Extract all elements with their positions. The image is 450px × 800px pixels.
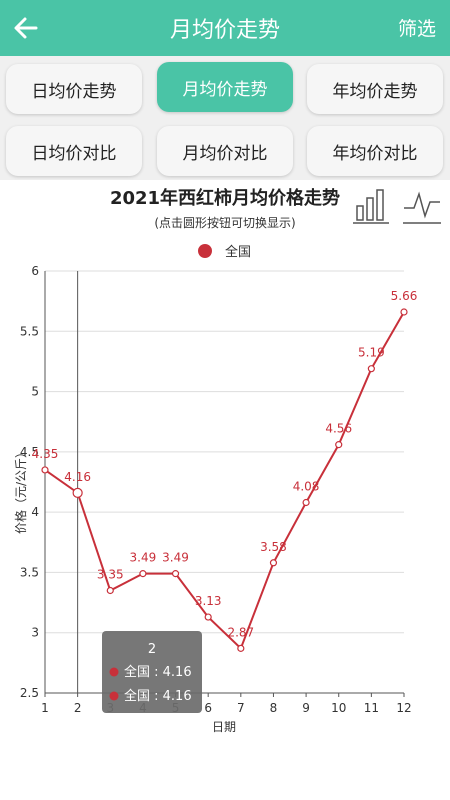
data-label: 4.08 [293, 479, 320, 493]
x-tick-label: 1 [41, 701, 49, 715]
filter-button[interactable]: 筛选 [397, 18, 436, 40]
legend-marker[interactable] [198, 244, 212, 258]
tooltip-marker [109, 667, 119, 677]
y-tick-label: 2.5 [20, 686, 39, 700]
app-header: 月均价走势 筛选 [0, 0, 450, 56]
bar-chart-toggle[interactable] [352, 186, 390, 230]
data-point[interactable] [41, 466, 49, 474]
data-label: 5.19 [358, 346, 385, 360]
data-point[interactable] [171, 570, 180, 578]
tab-daily-compare[interactable]: 日均价对比 [6, 126, 142, 176]
data-label: 3.58 [260, 540, 287, 554]
data-label: 4.56 [325, 422, 352, 436]
y-tick-label: 3.5 [20, 565, 39, 579]
arrow-left-icon [14, 17, 38, 39]
x-tick-label: 11 [364, 701, 379, 715]
data-label: 5.66 [391, 289, 418, 303]
page-title: 月均价走势 [169, 18, 280, 43]
line-chart-icon [403, 191, 441, 224]
y-tick-label: 5 [31, 385, 39, 399]
data-label: 3.35 [97, 568, 124, 582]
y-tick-label: 6 [31, 264, 39, 278]
data-label: 4.16 [64, 470, 91, 484]
y-tick-label: 4 [31, 505, 39, 519]
data-label: 4.35 [32, 447, 59, 461]
data-point[interactable] [204, 613, 212, 621]
data-label: 3.49 [130, 551, 157, 565]
line-chart: 全国2.533.544.555.56123456789101112日期价格（元/… [13, 244, 418, 734]
x-tick-label: 6 [204, 701, 212, 715]
x-tick-label: 2 [74, 701, 82, 715]
tab-bar: 日均价走势 月均价走势 年均价走势 日均价对比 月均价对比 年均价对比 [0, 56, 450, 180]
x-tick-label: 10 [331, 701, 346, 715]
tooltip-box [102, 631, 202, 713]
y-tick-label: 5.5 [20, 324, 39, 338]
tab-monthly-compare[interactable]: 月均价对比 [157, 126, 293, 176]
data-point[interactable] [367, 365, 375, 373]
x-axis-label: 日期 [212, 720, 236, 734]
chart-title: 2021年西红柿月均价格走势 [109, 188, 341, 209]
data-point[interactable] [72, 487, 83, 498]
tab-yearly-trend[interactable]: 年均价走势 [307, 64, 443, 114]
data-point[interactable] [139, 570, 147, 578]
data-label: 3.13 [195, 594, 222, 608]
data-point[interactable] [237, 644, 245, 652]
tooltip-title: 2 [148, 642, 156, 657]
y-axis-label: 价格（元/公斤） [13, 446, 28, 534]
tab-monthly-trend[interactable]: 月均价走势 [157, 62, 293, 112]
data-point[interactable] [106, 586, 114, 595]
line-chart-toggle[interactable] [402, 186, 442, 230]
bar-chart-icon [353, 189, 389, 224]
chart-subtitle: (点击圆形按钮可切换显示) [154, 216, 296, 230]
series-line [44, 311, 405, 651]
tooltip-line: 全国 : 4.16 [124, 688, 192, 704]
legend-label[interactable]: 全国 [225, 244, 251, 260]
y-tick-label: 4.5 [20, 445, 39, 459]
back-button[interactable] [8, 10, 44, 46]
x-tick-label: 8 [270, 701, 278, 715]
tab-yearly-compare[interactable]: 年均价对比 [307, 126, 443, 176]
y-tick-label: 3 [31, 626, 39, 640]
x-tick-label: 7 [237, 701, 245, 715]
x-tick-label: 12 [396, 701, 411, 715]
tab-daily-trend[interactable]: 日均价走势 [6, 64, 142, 114]
data-point[interactable] [269, 559, 278, 567]
data-point[interactable] [400, 308, 408, 316]
data-label: 3.49 [162, 551, 189, 565]
x-tick-label: 9 [302, 701, 310, 715]
data-point[interactable] [335, 441, 343, 449]
tooltip-marker [109, 691, 119, 701]
data-point[interactable] [302, 498, 310, 507]
data-label: 2.87 [227, 625, 254, 639]
tooltip-line: 全国 : 4.16 [124, 664, 192, 680]
